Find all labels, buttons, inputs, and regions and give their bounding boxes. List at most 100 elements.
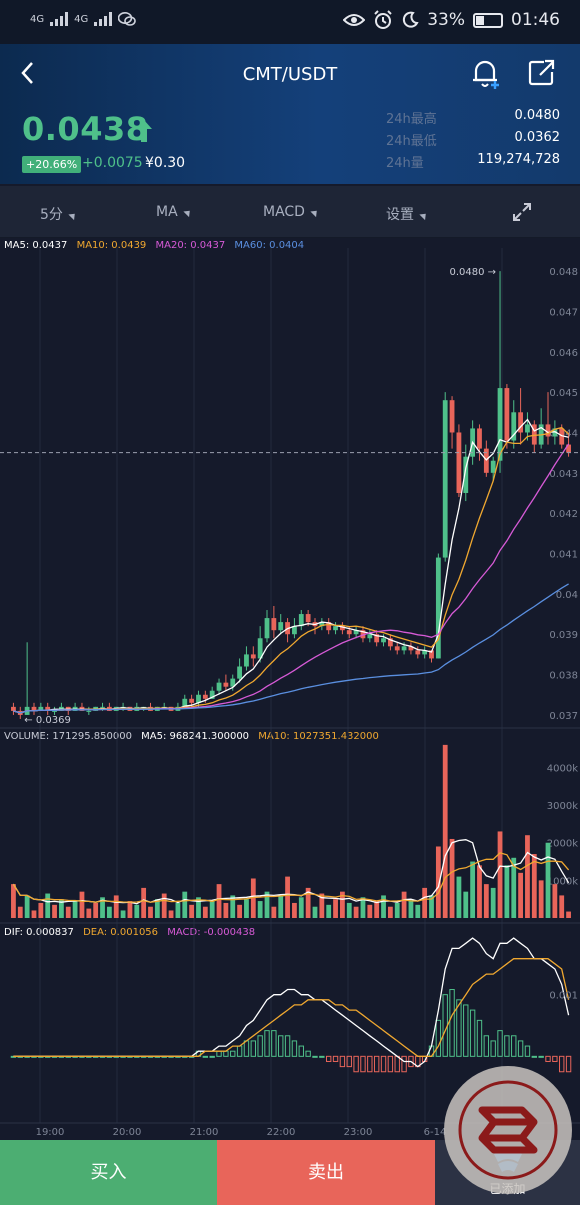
candle-body: [387, 638, 393, 647]
volume-bar: [353, 906, 359, 918]
volume-bar: [209, 901, 215, 918]
sub-indicator-selector[interactable]: MACD: [263, 204, 320, 220]
price-alert-bell-icon[interactable]: [470, 56, 502, 90]
caret-icon: [68, 210, 78, 221]
volume-bar: [196, 897, 201, 918]
volume-bar: [401, 891, 407, 918]
macd-histogram-bar: [449, 989, 455, 1057]
candle-body: [298, 614, 304, 627]
interval-label: 5分: [40, 207, 63, 223]
signal-2-icon: [94, 12, 113, 26]
volume-bar: [168, 910, 174, 918]
candle-body: [244, 654, 249, 667]
macd-histogram-bar: [243, 1040, 250, 1057]
macd-histogram-bar: [305, 1050, 311, 1057]
volume-bar: [264, 891, 270, 918]
settings-selector[interactable]: 设置: [386, 204, 429, 224]
caret-icon: [310, 207, 320, 218]
status-bar: 4G 4G 33% 01:46: [0, 0, 580, 44]
macd-histogram-bar: [524, 1045, 531, 1057]
volume-bar: [11, 884, 16, 918]
candle-body: [401, 646, 407, 651]
macd-histogram-bar: [236, 1045, 243, 1057]
candle-body: [230, 678, 236, 687]
volume-bar: [100, 897, 105, 918]
candle-body: [86, 710, 92, 712]
macd-histogram-bar: [380, 1055, 387, 1073]
ma5-label: MA5: 0.0437: [4, 240, 68, 251]
macd-histogram-bar: [559, 1055, 565, 1073]
volume-bar: [422, 887, 428, 918]
buy-button[interactable]: 买入: [0, 1140, 217, 1205]
candle-body: [257, 638, 263, 659]
volume-bar: [237, 904, 242, 918]
share-icon[interactable]: [526, 58, 556, 88]
volume-bar: [360, 897, 366, 918]
macd-histogram-bar: [278, 1035, 284, 1057]
volume-bar: [559, 895, 565, 918]
candle-body: [381, 638, 386, 643]
macd-histogram-bar: [257, 1035, 263, 1057]
macd-histogram-bar: [538, 1055, 544, 1058]
caret-icon: [183, 207, 193, 218]
volume-bar: [24, 895, 30, 918]
candle-body: [518, 412, 523, 433]
macd-histogram-bar: [565, 1055, 572, 1073]
price-tick-label: 0.039: [549, 630, 578, 641]
candle-body: [559, 428, 565, 445]
sell-button[interactable]: 卖出: [217, 1140, 435, 1205]
volume-bar: [189, 904, 195, 918]
main-indicator-selector[interactable]: MA: [156, 204, 193, 220]
volume-bar: [415, 904, 421, 918]
macd-histogram-bar: [545, 1055, 551, 1062]
volume-bar: [367, 904, 373, 918]
volume-bar: [285, 876, 290, 918]
chart-toolbar: 5分 MA MACD 设置: [0, 186, 580, 238]
volume-bar: [470, 861, 476, 918]
change-percent-badge: +20.66%: [22, 156, 82, 173]
macd-histogram-bar: [353, 1055, 359, 1073]
volume-bar: [230, 895, 236, 918]
kline-chart[interactable]: 0.0480.0470.0460.0450.0440.0430.0420.041…: [0, 238, 580, 1140]
candle-body: [38, 706, 44, 711]
volume-bar: [52, 904, 57, 918]
interval-selector[interactable]: 5分: [40, 204, 78, 224]
candle-body: [456, 432, 462, 493]
watermark-seal: [444, 1066, 572, 1194]
network-2-label: 4G: [74, 13, 89, 25]
candle-body: [442, 400, 448, 558]
volume-bar: [223, 902, 229, 918]
macd-histogram-bar: [209, 1055, 215, 1058]
macd-label: MACD: -0.000438: [167, 927, 256, 938]
back-button[interactable]: [14, 58, 44, 88]
macd-histogram-bar: [202, 1055, 209, 1058]
vol-ma10-label: MA10: 1027351.432000: [258, 731, 379, 742]
fullscreen-expand-icon[interactable]: [512, 202, 532, 222]
time-tick-label: 20:00: [113, 1127, 142, 1138]
dea-line: [13, 958, 570, 1057]
status-left: 4G 4G: [30, 12, 137, 26]
price-tick-label: 0.047: [549, 307, 578, 318]
macd-histogram-bar: [319, 1055, 325, 1058]
dif-label: DIF: 0.000837: [4, 927, 74, 938]
macd-histogram-bar: [332, 1055, 339, 1062]
volume-bar: [79, 891, 85, 918]
macd-histogram-bar: [250, 1040, 256, 1057]
macd-histogram-bar: [284, 1035, 291, 1057]
volume-bar: [148, 906, 153, 918]
candle-body: [408, 646, 414, 651]
macd-histogram-bar: [223, 1050, 229, 1057]
time-tick-label: 19:00: [36, 1127, 65, 1138]
macd-histogram-bar: [504, 1035, 510, 1057]
volume-bar: [483, 884, 489, 918]
volume-bar: [202, 906, 208, 918]
candle-body: [271, 618, 277, 631]
candle-body: [182, 698, 188, 707]
signal-1-icon: [50, 12, 69, 26]
stat-label: 24h量: [386, 156, 424, 171]
volume-bar: [305, 887, 311, 918]
candle-body: [319, 622, 325, 627]
stat-label: 24h最低: [386, 134, 437, 149]
volume-bar: [175, 902, 181, 918]
ma20-line: [13, 443, 570, 714]
